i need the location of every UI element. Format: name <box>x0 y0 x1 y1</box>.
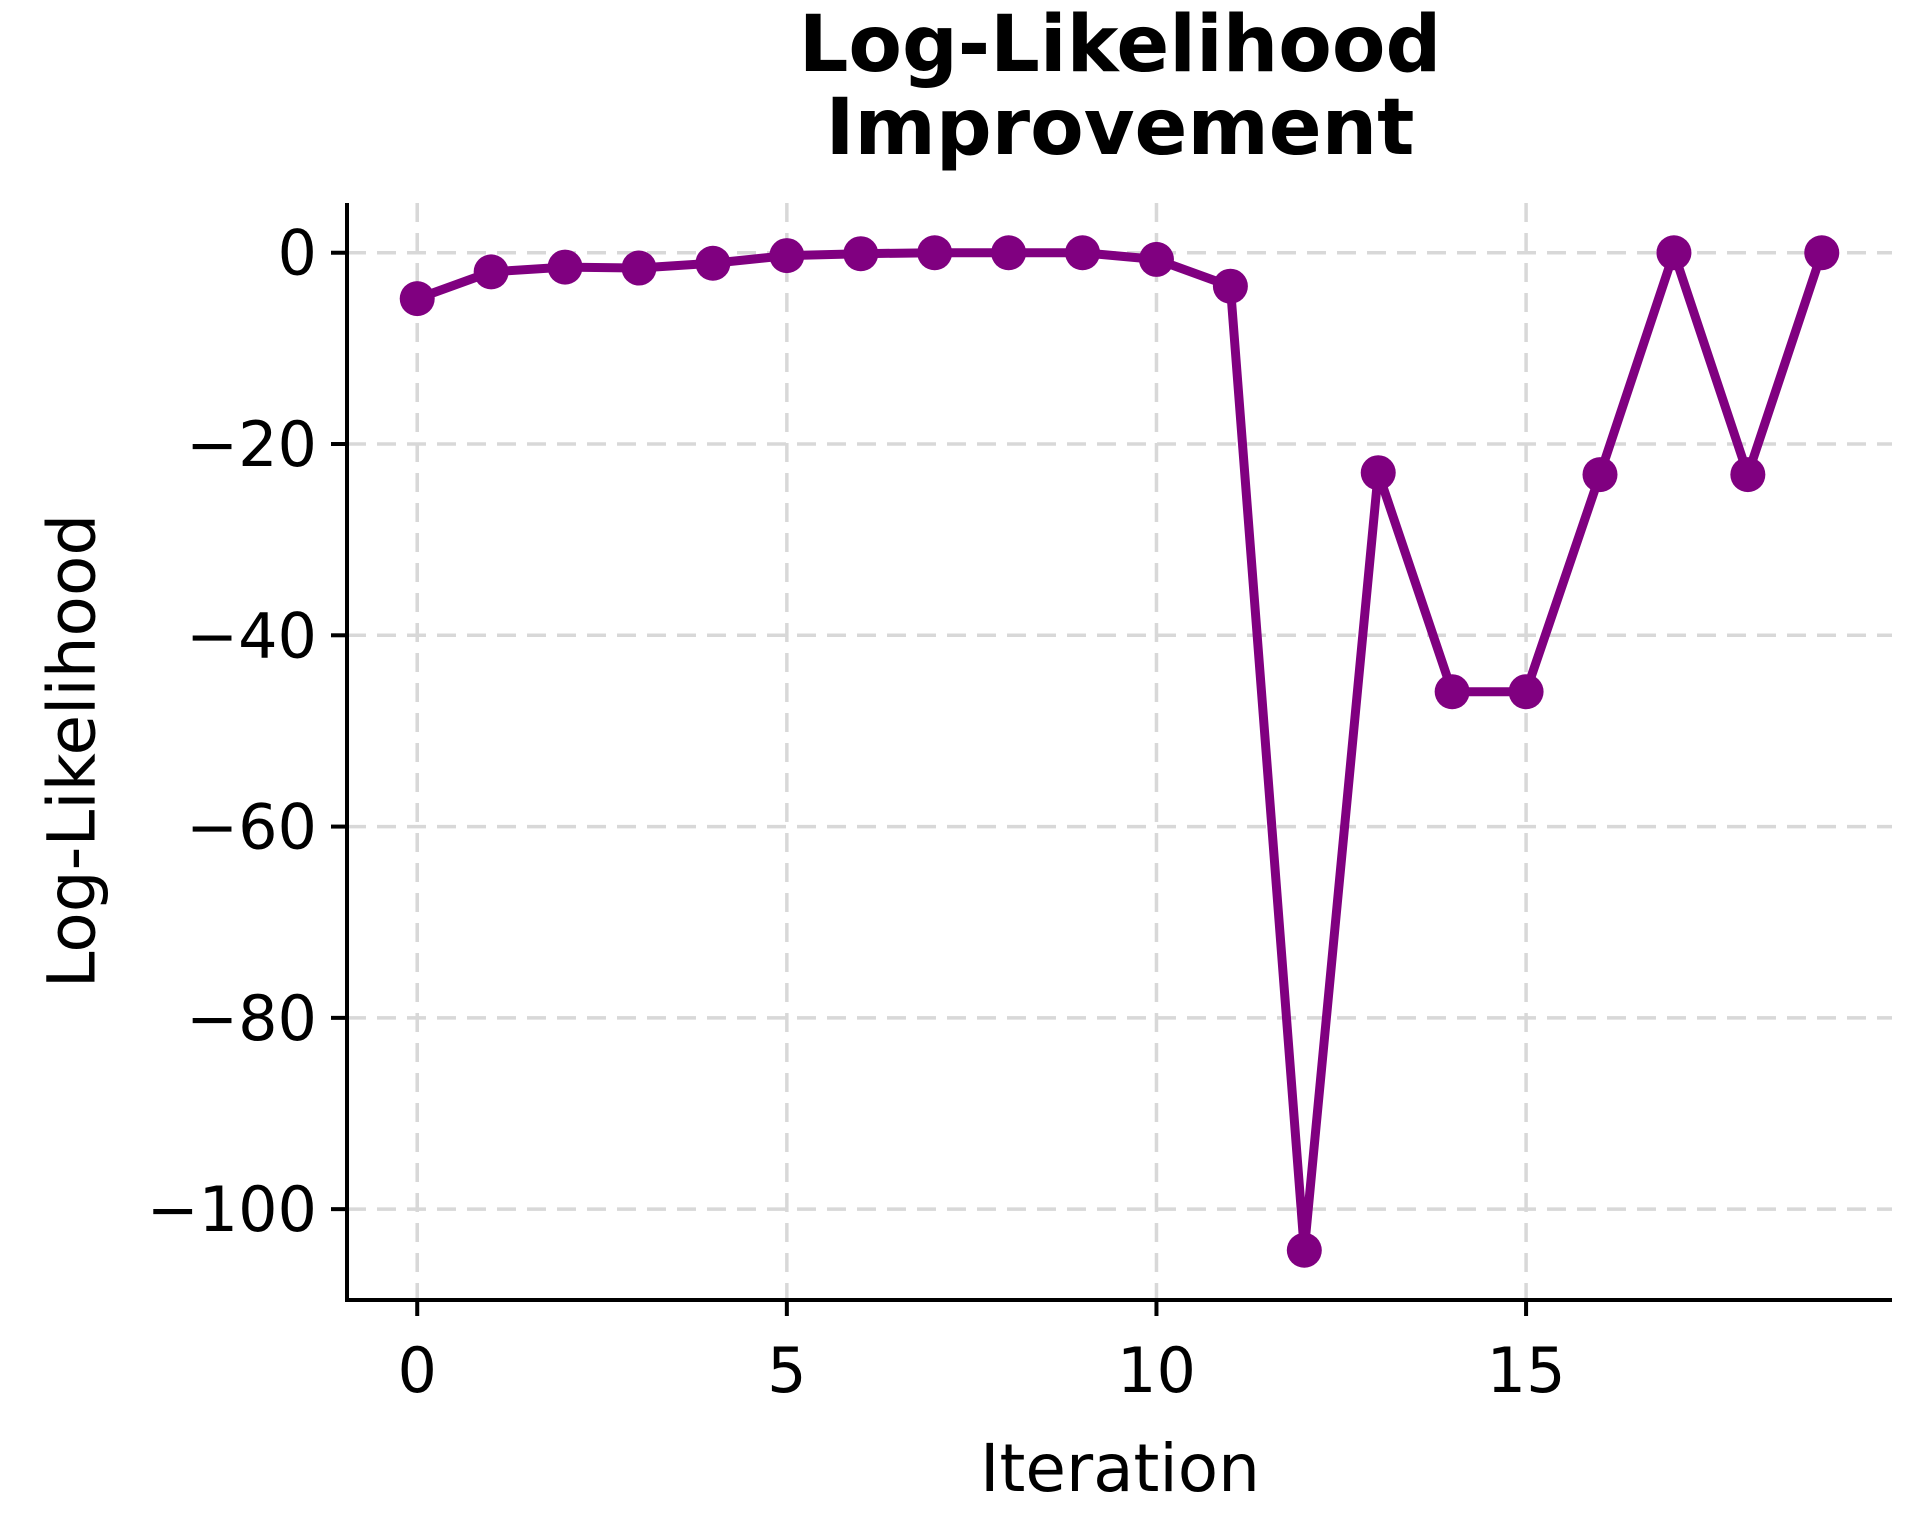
y-tick-label: −80 <box>186 982 317 1055</box>
x-tick-label: 10 <box>1117 1334 1196 1407</box>
data-point-marker <box>769 238 805 274</box>
data-point-marker <box>1804 235 1840 271</box>
data-point-marker <box>1212 268 1248 304</box>
data-point-marker <box>399 281 435 317</box>
x-tick-label: 0 <box>398 1334 437 1407</box>
y-tick-label: −40 <box>186 599 317 672</box>
data-point-marker <box>843 236 879 272</box>
y-tick-label: 0 <box>278 217 317 290</box>
loglikelihood-line <box>412 248 1827 1255</box>
y-axis-label: Log-Likelihood <box>33 513 111 989</box>
data-point-marker <box>917 235 953 271</box>
y-tick-label: −60 <box>186 791 317 864</box>
data-point-marker <box>547 249 583 285</box>
data-point-marker <box>991 235 1027 271</box>
chart-title: Log-Likelihood Improvement <box>798 0 1442 174</box>
y-tick-label: −100 <box>147 1173 317 1246</box>
data-point-marker <box>1286 1232 1322 1268</box>
data-point-marker <box>1582 457 1618 493</box>
data-point-marker <box>695 245 731 281</box>
data-point-marker <box>1065 235 1101 271</box>
x-tick-label: 5 <box>767 1334 806 1407</box>
data-point-marker <box>473 254 509 290</box>
data-point-marker <box>1508 674 1544 710</box>
y-tick-label: −20 <box>186 408 317 481</box>
data-point-marker <box>1434 674 1470 710</box>
x-tick-label: 15 <box>1487 1334 1566 1407</box>
x-axis-label: Iteration <box>980 1430 1260 1507</box>
data-point-marker <box>1138 241 1174 277</box>
data-point-marker <box>1656 235 1692 271</box>
data-point-marker <box>621 250 657 286</box>
data-point-marker <box>1360 455 1396 491</box>
data-point-marker <box>1730 457 1766 493</box>
